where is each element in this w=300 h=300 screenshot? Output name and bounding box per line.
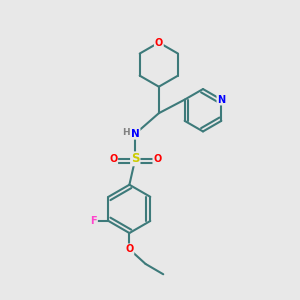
Text: O: O (109, 154, 117, 164)
Text: N: N (217, 94, 225, 105)
Text: O: O (155, 38, 163, 47)
Text: S: S (131, 152, 140, 165)
Text: O: O (153, 154, 161, 164)
Text: O: O (125, 244, 134, 254)
Text: F: F (90, 216, 97, 226)
Text: H: H (122, 128, 130, 137)
Text: N: N (131, 129, 140, 139)
